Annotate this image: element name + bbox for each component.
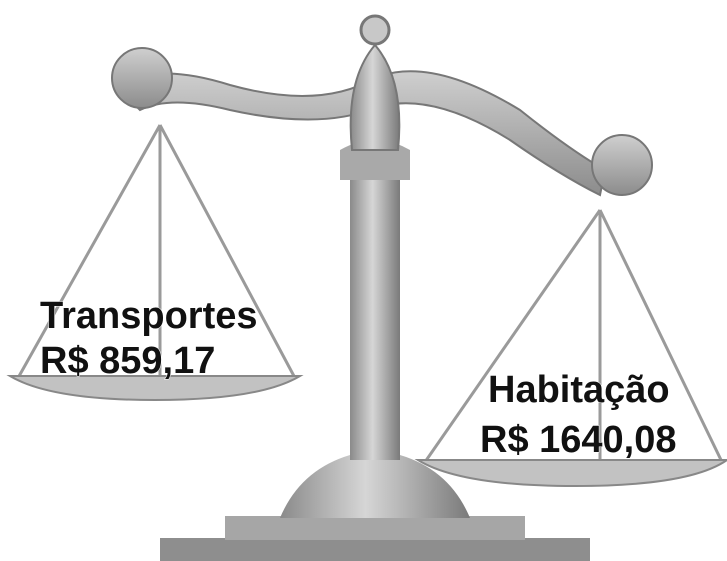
left-pan — [6, 375, 304, 402]
beam-end — [111, 47, 173, 109]
post — [350, 150, 400, 460]
right-title: Habitação — [488, 369, 670, 411]
right-strings — [423, 209, 724, 463]
left-value: R$ 859,17 — [40, 340, 215, 382]
beam-end — [591, 134, 653, 196]
left-title: Transportes — [40, 295, 258, 337]
pointer — [349, 43, 401, 151]
right-pan — [414, 459, 727, 488]
knob — [359, 14, 391, 46]
base — [160, 455, 590, 561]
left-strings — [16, 124, 297, 379]
right-value: R$ 1640,08 — [480, 419, 677, 461]
